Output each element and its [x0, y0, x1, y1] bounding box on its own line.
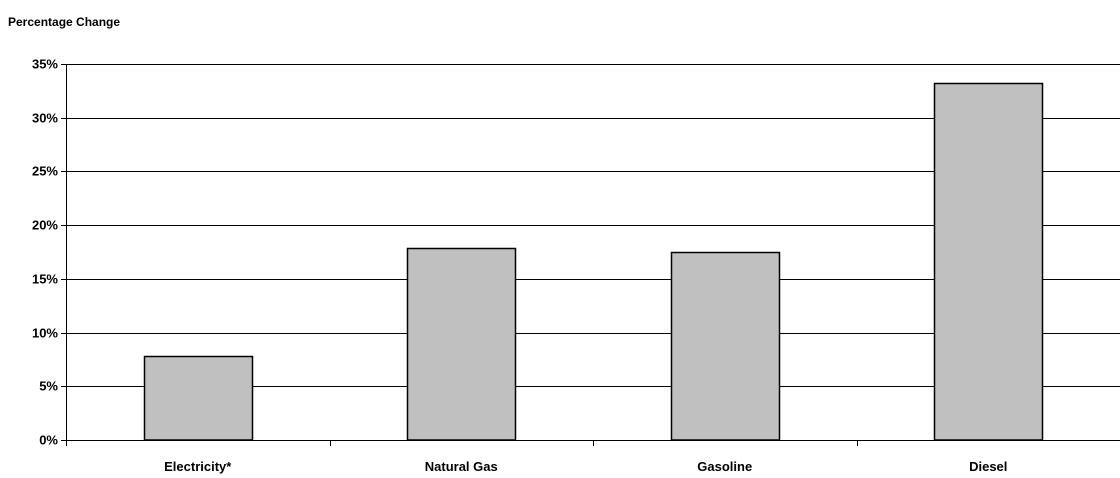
y-tick-label: 0%	[39, 433, 58, 448]
bar	[143, 355, 254, 441]
x-tick-label: Gasoline	[697, 459, 752, 474]
x-tick-labels: Electricity* Natural Gas Gasoline Diesel	[164, 459, 1007, 474]
bar	[933, 82, 1044, 441]
gridlines	[66, 64, 1120, 387]
axes	[61, 64, 1120, 446]
bars	[143, 82, 1044, 441]
y-tick-label: 20%	[32, 218, 58, 233]
bar	[670, 251, 781, 441]
bar	[406, 247, 517, 441]
y-tick-label: 25%	[32, 164, 58, 179]
y-tick-label: 15%	[32, 272, 58, 287]
x-tick-label: Electricity*	[164, 459, 232, 474]
y-tick-label: 35%	[32, 57, 58, 72]
x-tick-label: Diesel	[969, 459, 1007, 474]
y-tick-label: 5%	[39, 379, 58, 394]
y-tick-labels: 0% 5% 10% 15% 20% 25% 30% 35%	[32, 57, 58, 448]
y-tick-label: 30%	[32, 111, 58, 126]
x-tick-label: Natural Gas	[425, 459, 498, 474]
y-tick-label: 10%	[32, 326, 58, 341]
y-axis-title: Percentage Change	[8, 15, 120, 29]
